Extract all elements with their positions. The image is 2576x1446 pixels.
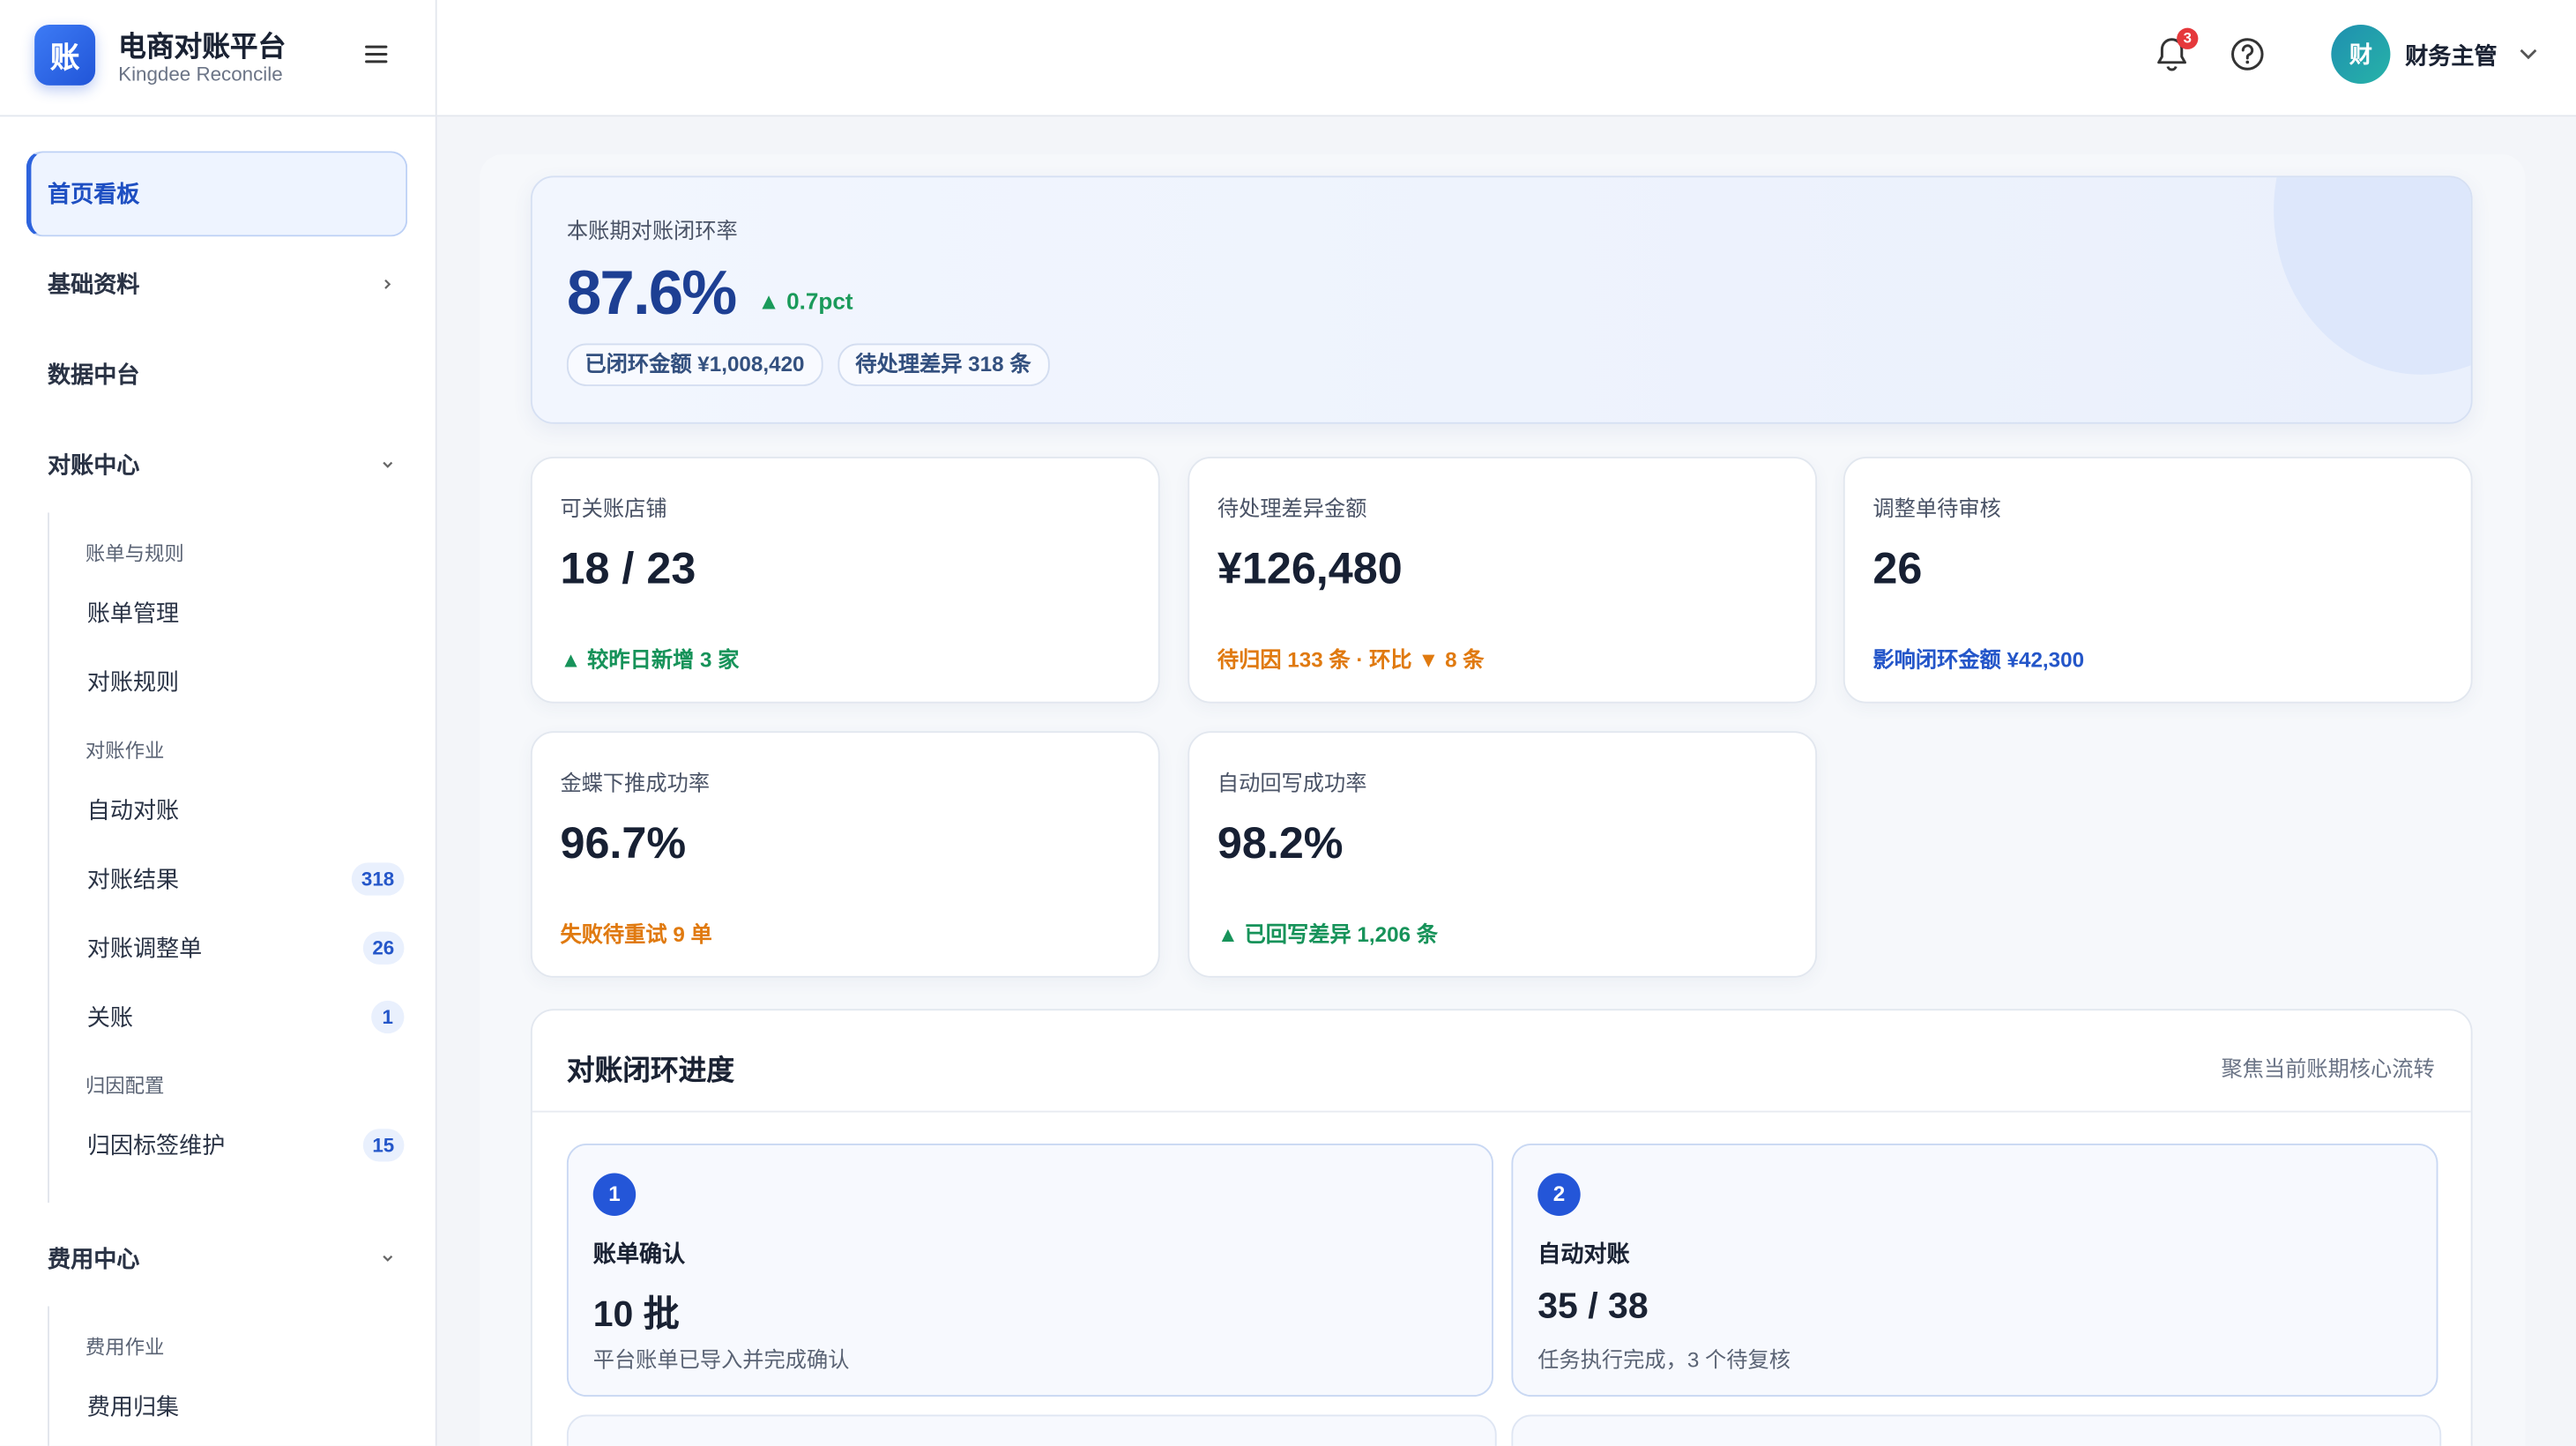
hero-chip: 已闭环金额 ¥1,008,420 xyxy=(566,343,823,386)
submenu-item[interactable]: 账单管理 xyxy=(49,578,407,647)
app-title: 电商对账平台 xyxy=(118,31,287,63)
menu-label: 费用中心 xyxy=(48,1245,140,1272)
kpi-card: 待处理差异金额 ¥126,480 待归因 133 条 · 环比 ▼ 8 条 xyxy=(1187,457,1818,704)
menu-label: 基础资料 xyxy=(48,271,140,298)
menu-toggle[interactable] xyxy=(365,44,388,63)
hero-card: 本账期对账闭环率 87.6% ▲ 0.7pct 已闭环金额 ¥1,008,420… xyxy=(530,175,2473,424)
submenu-label: 自动对账 xyxy=(86,796,180,824)
chevron xyxy=(383,1255,393,1262)
step-card xyxy=(566,1414,1497,1446)
avatar[interactable]: 财 xyxy=(2331,24,2391,85)
chevron xyxy=(384,279,391,289)
step-desc: 平台账单已导入并完成确认 xyxy=(592,1347,850,1373)
help[interactable] xyxy=(2230,36,2266,72)
divider xyxy=(532,1110,2471,1113)
submenu-group-title: 归因配置 xyxy=(85,1074,165,1098)
submenu-label: 对账调整单 xyxy=(86,935,203,962)
menu-item[interactable]: 对账中心 xyxy=(26,422,407,508)
progress-section: 对账闭环进度 聚焦当前账期核心流转 1 账单确认 10 批平台账单已导入并完成确认 2… xyxy=(530,1009,2473,1446)
step-card[interactable]: 2 自动对账 35 / 38 任务执行完成，3 个待复核 xyxy=(1511,1144,2438,1397)
submenu-label: 账单管理 xyxy=(86,600,180,627)
count-badge: 1 xyxy=(371,1000,405,1034)
kpi-value: 98.2% xyxy=(1217,818,1344,868)
kpi-card: 可关账店铺 18 / 23 ▲ 较昨日新增 3 家 xyxy=(530,457,1160,704)
hero-chips: 已闭环金额 ¥1,008,420 待处理差异 318 条 xyxy=(566,343,1050,386)
kpi-card: 自动回写成功率 98.2% ▲ 已回写差异 1,206 条 xyxy=(1187,731,1818,978)
kpi-label: 金蝶下推成功率 xyxy=(560,770,711,795)
kpi-value: ¥126,480 xyxy=(1217,543,1403,593)
submenu-group-title: 费用作业 xyxy=(85,1336,165,1360)
hero-label: 本账期对账闭环率 xyxy=(566,218,738,243)
submenu-item[interactable]: 自动对账 xyxy=(49,776,407,845)
submenu-label: 关账 xyxy=(86,1003,133,1031)
submenu-label: 对账规则 xyxy=(86,668,180,696)
submenu-item[interactable]: 对账调整单 26 xyxy=(49,913,407,982)
count-badge: 318 xyxy=(351,862,405,896)
step-index: 1 xyxy=(592,1173,637,1217)
menu-label: 数据中台 xyxy=(48,361,140,388)
menu-label: 首页看板 xyxy=(48,180,140,207)
submenu-item[interactable]: 对账结果 318 xyxy=(49,845,407,913)
step-value: 10 批 xyxy=(592,1293,680,1335)
top-bar xyxy=(436,0,2576,117)
submenu-group-title: 对账作业 xyxy=(85,739,165,763)
count-badge: 26 xyxy=(362,931,405,965)
hero-chip: 待处理差异 318 条 xyxy=(837,343,1050,386)
submenu-label: 对账结果 xyxy=(86,866,180,892)
step-index: 2 xyxy=(1537,1173,1581,1217)
submenu-item[interactable]: 对账规则 xyxy=(49,647,407,716)
count-badge: 15 xyxy=(362,1129,405,1162)
submenu-item[interactable]: 关账 1 xyxy=(49,982,407,1051)
submenu-item[interactable]: 归因标签维护 15 xyxy=(49,1111,407,1180)
submenu-group-title: 账单与规则 xyxy=(85,541,184,566)
brand: 账 电商对账平台 Kingdee Reconcile xyxy=(0,0,436,117)
kpi-value: 26 xyxy=(1872,543,1923,593)
menu-item[interactable]: 首页看板 xyxy=(26,151,408,237)
nav: 首页看板基础资料数据中台对账中心账单与规则账单管理对账规则对账作业自动对账对账结… xyxy=(0,151,436,1446)
step-desc: 任务执行完成，3 个待复核 xyxy=(1537,1347,1791,1373)
section-subtitle: 聚焦当前账期核心流转 xyxy=(2221,1056,2435,1082)
kpi-card: 调整单待审核 26 影响闭环金额 ¥42,300 xyxy=(1843,457,2473,704)
step-card xyxy=(1511,1414,2442,1446)
user-name[interactable]: 财务主管 xyxy=(2405,42,2498,70)
hero-delta: ▲ 0.7pct xyxy=(757,287,853,314)
kpi-note: ▲ 已回写差异 1,206 条 xyxy=(1217,921,1439,947)
submenu: 账单与规则账单管理对账规则对账作业自动对账对账结果 318 对账调整单 26 关账 1 归因… xyxy=(48,512,407,1204)
logo[interactable]: 账 xyxy=(34,24,96,86)
submenu-item[interactable]: 费用归集 xyxy=(49,1372,407,1441)
kpi-note: 待归因 133 条 · 环比 ▼ 8 条 xyxy=(1217,647,1485,673)
section-title: 对账闭环进度 xyxy=(566,1055,734,1086)
submenu-label: 费用归集 xyxy=(86,1393,180,1420)
kpi-note: ▲ 较昨日新增 3 家 xyxy=(560,647,740,673)
hero-value: 87.6% xyxy=(566,259,737,329)
submenu: 费用作业 费用归集 xyxy=(48,1306,407,1446)
kpi-value: 96.7% xyxy=(560,818,687,868)
submenu-label: 归因标签维护 xyxy=(86,1131,226,1159)
step-title: 自动对账 xyxy=(1537,1240,1630,1267)
kpi-note: 影响闭环金额 ¥42,300 xyxy=(1872,647,2085,673)
decoration xyxy=(2274,177,2471,375)
notification-badge: 3 xyxy=(2177,27,2199,49)
kpi-label: 待处理差异金额 xyxy=(1217,496,1367,521)
menu-item[interactable]: 数据中台 xyxy=(26,332,407,417)
kpi-note: 失败待重试 9 单 xyxy=(560,921,712,947)
step-title: 账单确认 xyxy=(592,1240,686,1267)
step-card[interactable]: 1 账单确认 10 批平台账单已导入并完成确认 xyxy=(566,1144,1493,1397)
chevron xyxy=(383,461,393,468)
app-subtitle: Kingdee Reconcile xyxy=(118,62,283,86)
user-menu-chevron[interactable] xyxy=(2519,48,2538,61)
step-value: 35 / 38 xyxy=(1537,1285,1649,1326)
menu-item[interactable]: 费用中心 xyxy=(26,1216,407,1301)
kpi-value: 18 / 23 xyxy=(560,543,696,593)
menu-item[interactable]: 基础资料 xyxy=(26,242,407,327)
sidebar: 账 电商对账平台 Kingdee Reconcile 首页看板基础资料数据中台对… xyxy=(0,0,437,1446)
menu-label: 对账中心 xyxy=(48,451,140,479)
kpi-label: 调整单待审核 xyxy=(1872,496,2001,521)
kpi-label: 自动回写成功率 xyxy=(1217,770,1367,795)
kpi-label: 可关账店铺 xyxy=(560,496,667,521)
kpi-card: 金蝶下推成功率 96.7% 失败待重试 9 单 xyxy=(530,731,1160,978)
